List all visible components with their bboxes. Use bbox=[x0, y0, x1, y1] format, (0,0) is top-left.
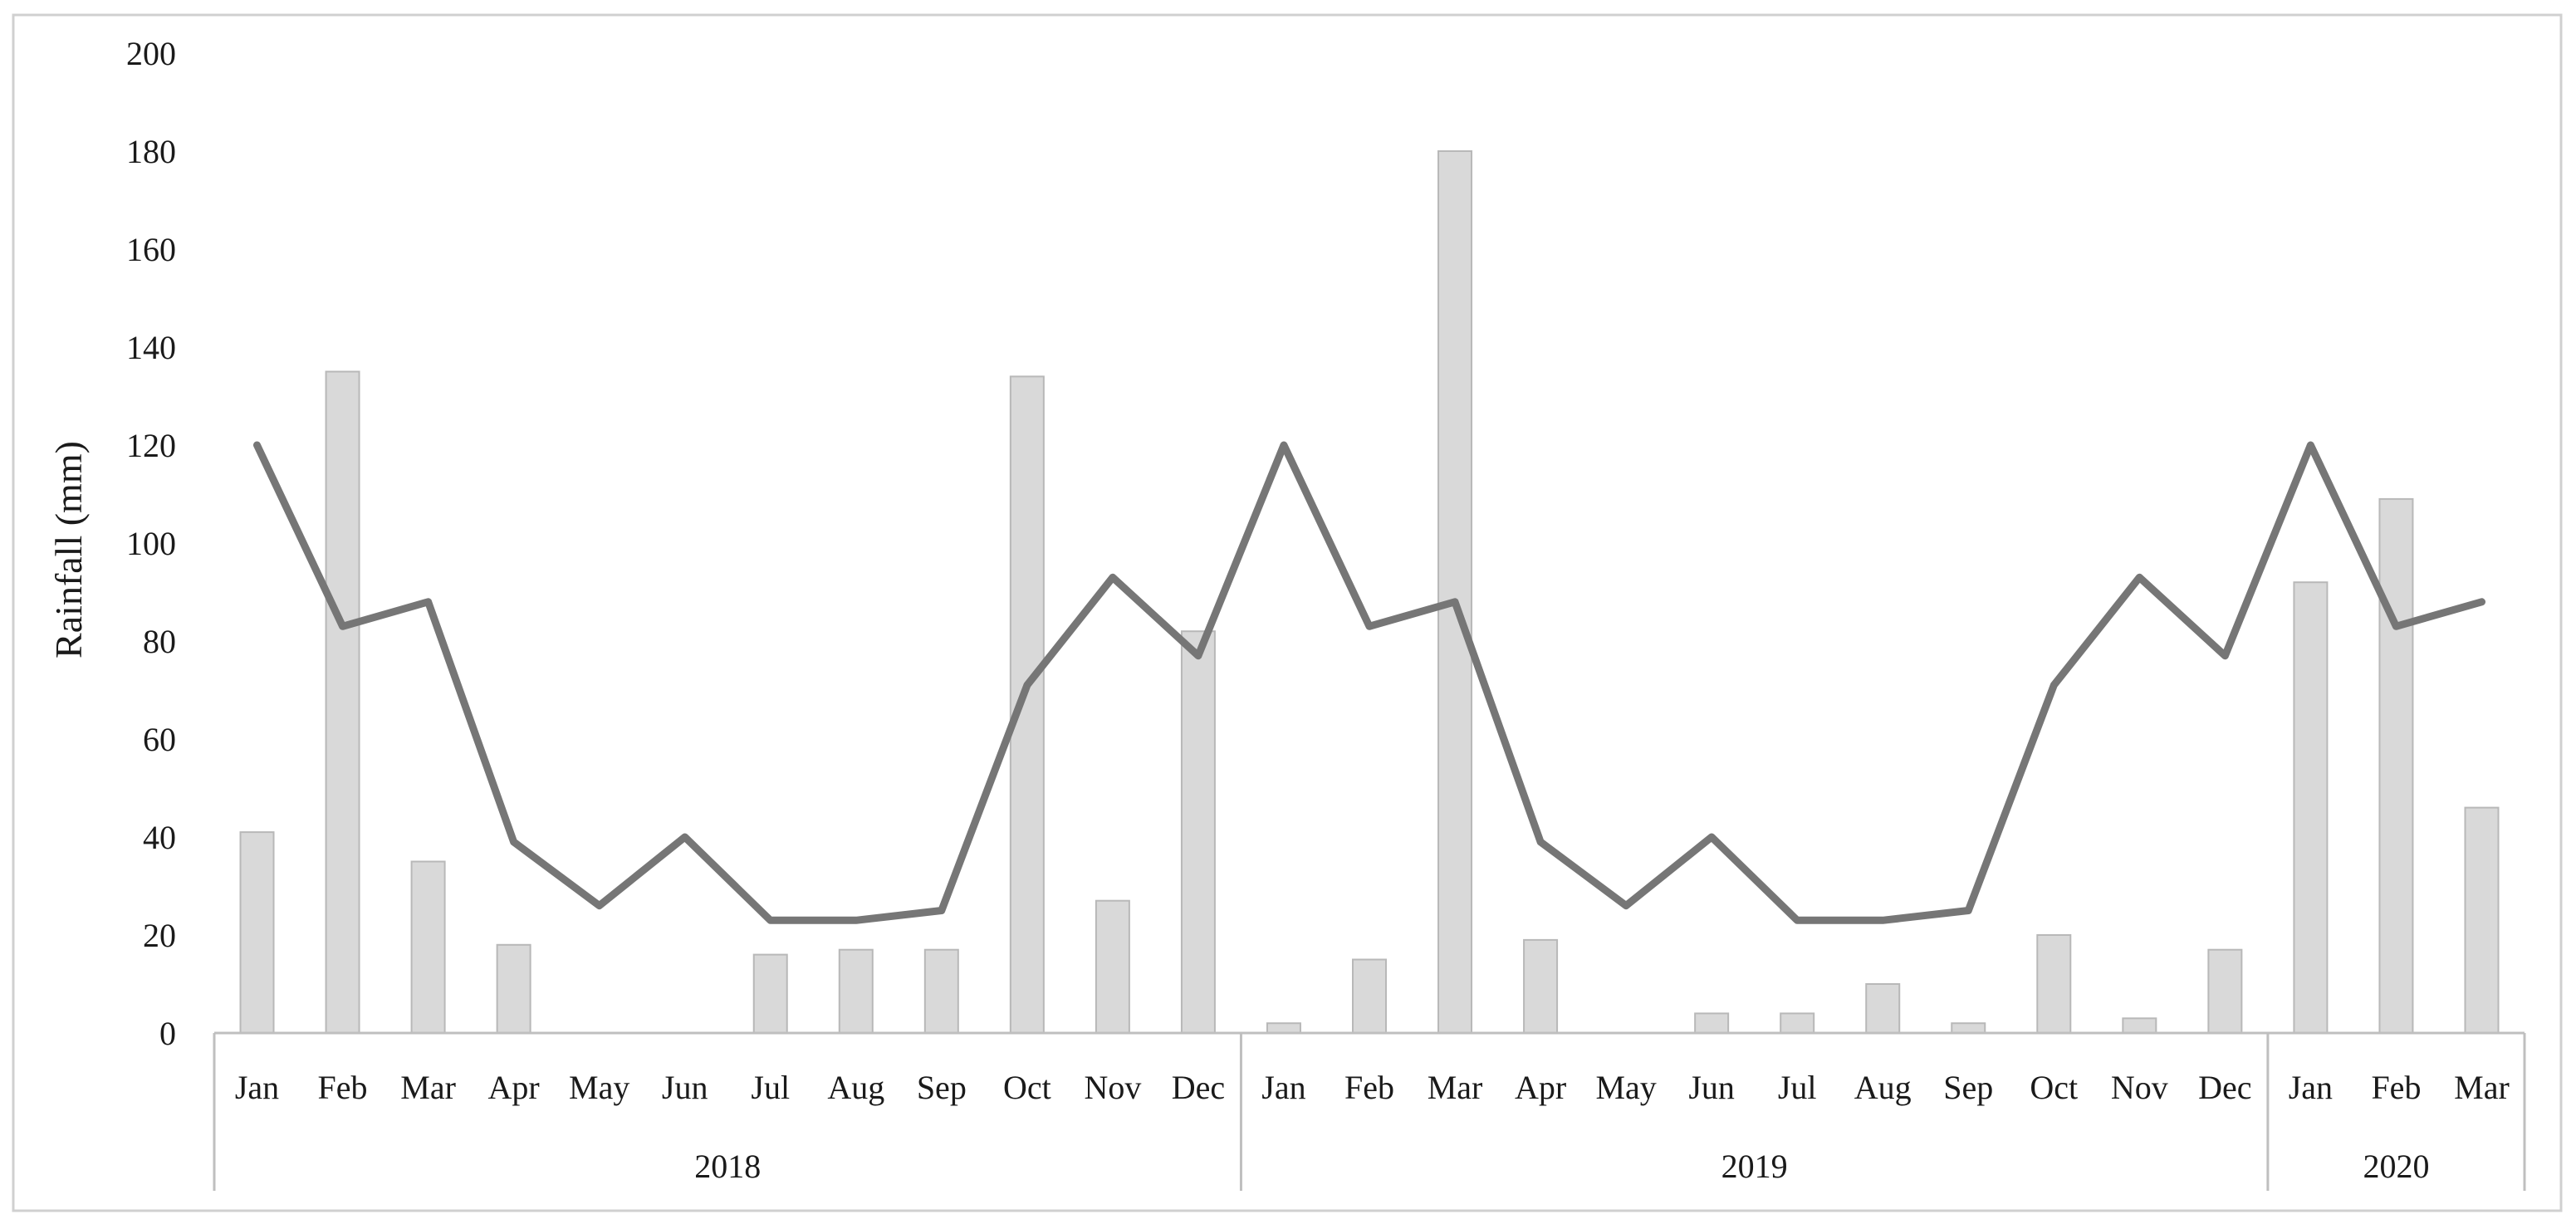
y-tick-label: 0 bbox=[159, 1015, 176, 1052]
y-axis-ticks: 0 20 40 60 80 100 120 140 160 180 200 bbox=[126, 35, 176, 1052]
y-axis-title: Rainfall (mm) bbox=[47, 441, 90, 659]
bar bbox=[1352, 958, 1387, 1034]
x-axis: Jan Feb Mar Apr May Jun Jul Aug Sep Oct Nov Dec Jan F… bbox=[213, 1031, 2526, 1191]
x-tick-label: Jan bbox=[1261, 1069, 1305, 1106]
bar bbox=[325, 370, 360, 1034]
x-tick-label: Mar bbox=[2454, 1069, 2510, 1106]
x-tick-label: Feb bbox=[1344, 1069, 1394, 1106]
y-tick-label: 180 bbox=[126, 133, 176, 170]
x-tick-label: Jun bbox=[1688, 1069, 1735, 1106]
x-tick-label: Jun bbox=[662, 1069, 708, 1106]
bar bbox=[1095, 899, 1130, 1034]
x-tick-label: May bbox=[569, 1069, 629, 1106]
bar bbox=[838, 948, 874, 1034]
x-tick-label: May bbox=[1595, 1069, 1656, 1106]
x-tick-label: Apr bbox=[1515, 1069, 1566, 1106]
bar bbox=[2293, 581, 2329, 1034]
bar bbox=[239, 831, 275, 1034]
line-series bbox=[253, 441, 2485, 924]
bar bbox=[1437, 150, 1473, 1034]
bar bbox=[2207, 948, 2243, 1034]
y-tick-label: 40 bbox=[143, 819, 176, 856]
bar bbox=[2036, 934, 2072, 1034]
bar-series bbox=[239, 150, 2500, 1035]
x-tick-label: Aug bbox=[1854, 1069, 1912, 1106]
y-tick-label: 120 bbox=[126, 427, 176, 464]
y-tick-label: 140 bbox=[126, 329, 176, 366]
y-tick-label: 200 bbox=[126, 35, 176, 72]
bar bbox=[1523, 938, 1559, 1035]
x-tick-label: Sep bbox=[917, 1069, 967, 1106]
y-tick-label: 80 bbox=[143, 623, 176, 660]
bar bbox=[1694, 1012, 1730, 1035]
x-tick-label: Apr bbox=[488, 1069, 540, 1106]
x-tick-label: Dec bbox=[2198, 1069, 2251, 1106]
x-tick-label: Jul bbox=[1778, 1069, 1817, 1106]
y-tick-label: 60 bbox=[143, 721, 176, 758]
bar bbox=[2378, 497, 2414, 1034]
x-tick-label: Oct bbox=[2030, 1069, 2078, 1106]
bar bbox=[1180, 630, 1216, 1034]
x-tick-label: Sep bbox=[1943, 1069, 1993, 1106]
y-tick-label: 20 bbox=[143, 917, 176, 954]
bar bbox=[1780, 1012, 1815, 1035]
bar bbox=[923, 948, 959, 1034]
bar bbox=[752, 953, 788, 1034]
x-tick-label: Nov bbox=[2111, 1069, 2168, 1106]
bar bbox=[1865, 983, 1901, 1034]
bar bbox=[2122, 1017, 2157, 1035]
x-tick-label: Nov bbox=[1084, 1069, 1141, 1106]
x-tick-label: Oct bbox=[1003, 1069, 1051, 1106]
year-group-label: 2018 bbox=[694, 1148, 761, 1185]
year-group-label: 2019 bbox=[1721, 1148, 1788, 1185]
bar bbox=[496, 943, 531, 1035]
bar bbox=[2464, 806, 2500, 1034]
x-tick-label: Jan bbox=[235, 1069, 279, 1106]
bar bbox=[410, 860, 446, 1034]
x-tick-label: Jan bbox=[2289, 1069, 2333, 1106]
x-tick-label: Jul bbox=[751, 1069, 790, 1106]
year-group-label: 2020 bbox=[2363, 1148, 2429, 1185]
y-tick-label: 160 bbox=[126, 231, 176, 268]
x-tick-label: Mar bbox=[400, 1069, 456, 1106]
bar bbox=[1951, 1022, 1986, 1034]
bar bbox=[1009, 375, 1045, 1034]
x-tick-label: Feb bbox=[318, 1069, 368, 1106]
x-tick-label: Aug bbox=[827, 1069, 884, 1106]
x-tick-label: Dec bbox=[1172, 1069, 1225, 1106]
y-tick-label: 100 bbox=[126, 525, 176, 562]
x-tick-label: Feb bbox=[2371, 1069, 2421, 1106]
x-tick-label: Mar bbox=[1428, 1069, 1483, 1106]
bar bbox=[1266, 1022, 1301, 1034]
